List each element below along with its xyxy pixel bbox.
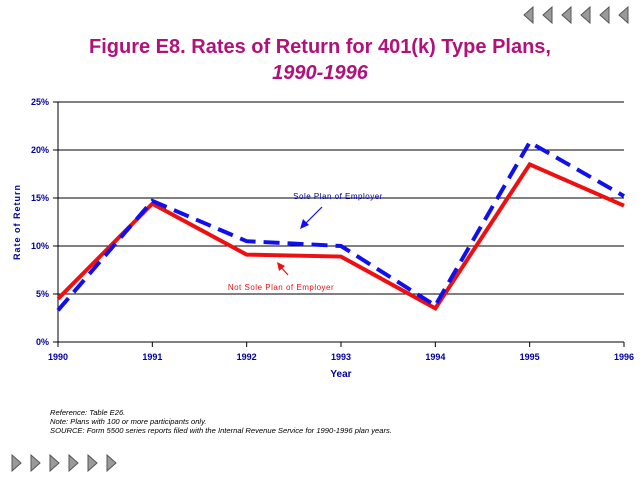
back-arrow-icon [561,5,572,25]
forward-arrow-icon [68,453,79,473]
y-tick-label: 15% [31,193,49,203]
footnote-reference: Reference: Table E26. [50,408,126,417]
nav-forward-button[interactable] [84,452,101,474]
arrowhead-not-sole-plan [277,262,285,271]
y-axis-title: Rate of Return [12,184,22,260]
footnote-source: SOURCE: Form 5500 series reports filed w… [50,426,392,436]
top-navigation [520,4,632,26]
x-tick-label: 1993 [331,352,351,362]
annotation-arrow-sole-plan [303,206,323,226]
annotation-not-sole-plan: Not Sole Plan of Employer [228,283,334,292]
nav-forward-button[interactable] [8,452,25,474]
y-tick-label: 0% [36,337,49,347]
x-tick-label: 1996 [614,352,634,362]
forward-arrow-icon [30,453,41,473]
nav-back-button[interactable] [520,4,537,26]
footnotes: Reference: Table E26. Note: Plans with 1… [50,408,392,436]
x-tick-label: 1992 [237,352,257,362]
nav-forward-button[interactable] [65,452,82,474]
nav-back-button[interactable] [615,4,632,26]
y-tick-label: 10% [31,241,49,251]
bottom-navigation [8,452,120,474]
x-tick-label: 1990 [48,352,68,362]
nav-back-button[interactable] [596,4,613,26]
series-line-not-sole-plan [56,161,625,312]
title-main: Figure E8. Rates of Return for 401(k) Ty… [89,36,551,58]
back-arrow-icon [542,5,553,25]
forward-arrow-icon [106,453,117,473]
nav-forward-button[interactable] [103,452,120,474]
nav-back-button[interactable] [577,4,594,26]
back-arrow-icon [523,5,534,25]
forward-arrow-icon [87,453,98,473]
x-tick-label: 1994 [425,352,445,362]
forward-arrow-icon [11,453,22,473]
back-arrow-icon [618,5,629,25]
x-tick-label: 1995 [520,352,540,362]
annotation-sole-plan: Sole Plan of Employer [293,192,383,201]
nav-forward-button[interactable] [27,452,44,474]
y-tick-label: 20% [31,145,49,155]
back-arrow-icon [580,5,591,25]
arrowhead-sole-plan [300,219,309,229]
back-arrow-icon [599,5,610,25]
footnote-note: Note: Plans with 100 or more participant… [50,417,207,427]
nav-forward-button[interactable] [46,452,63,474]
y-tick-label: 25% [31,97,49,107]
chart-title: Figure E8. Rates of Return for 401(k) Ty… [0,34,640,86]
title-subtitle: 1990-1996 [272,62,368,84]
y-tick-label: 5% [36,289,49,299]
nav-back-button[interactable] [539,4,556,26]
x-axis-title: Year [330,369,351,380]
x-tick-label: 1991 [142,352,162,362]
nav-back-button[interactable] [558,4,575,26]
line-chart: 0% 5% 10% 15% 20% 25% 1990 1991 1992 1993 1994 1995… [12,97,634,380]
forward-arrow-icon [49,453,60,473]
